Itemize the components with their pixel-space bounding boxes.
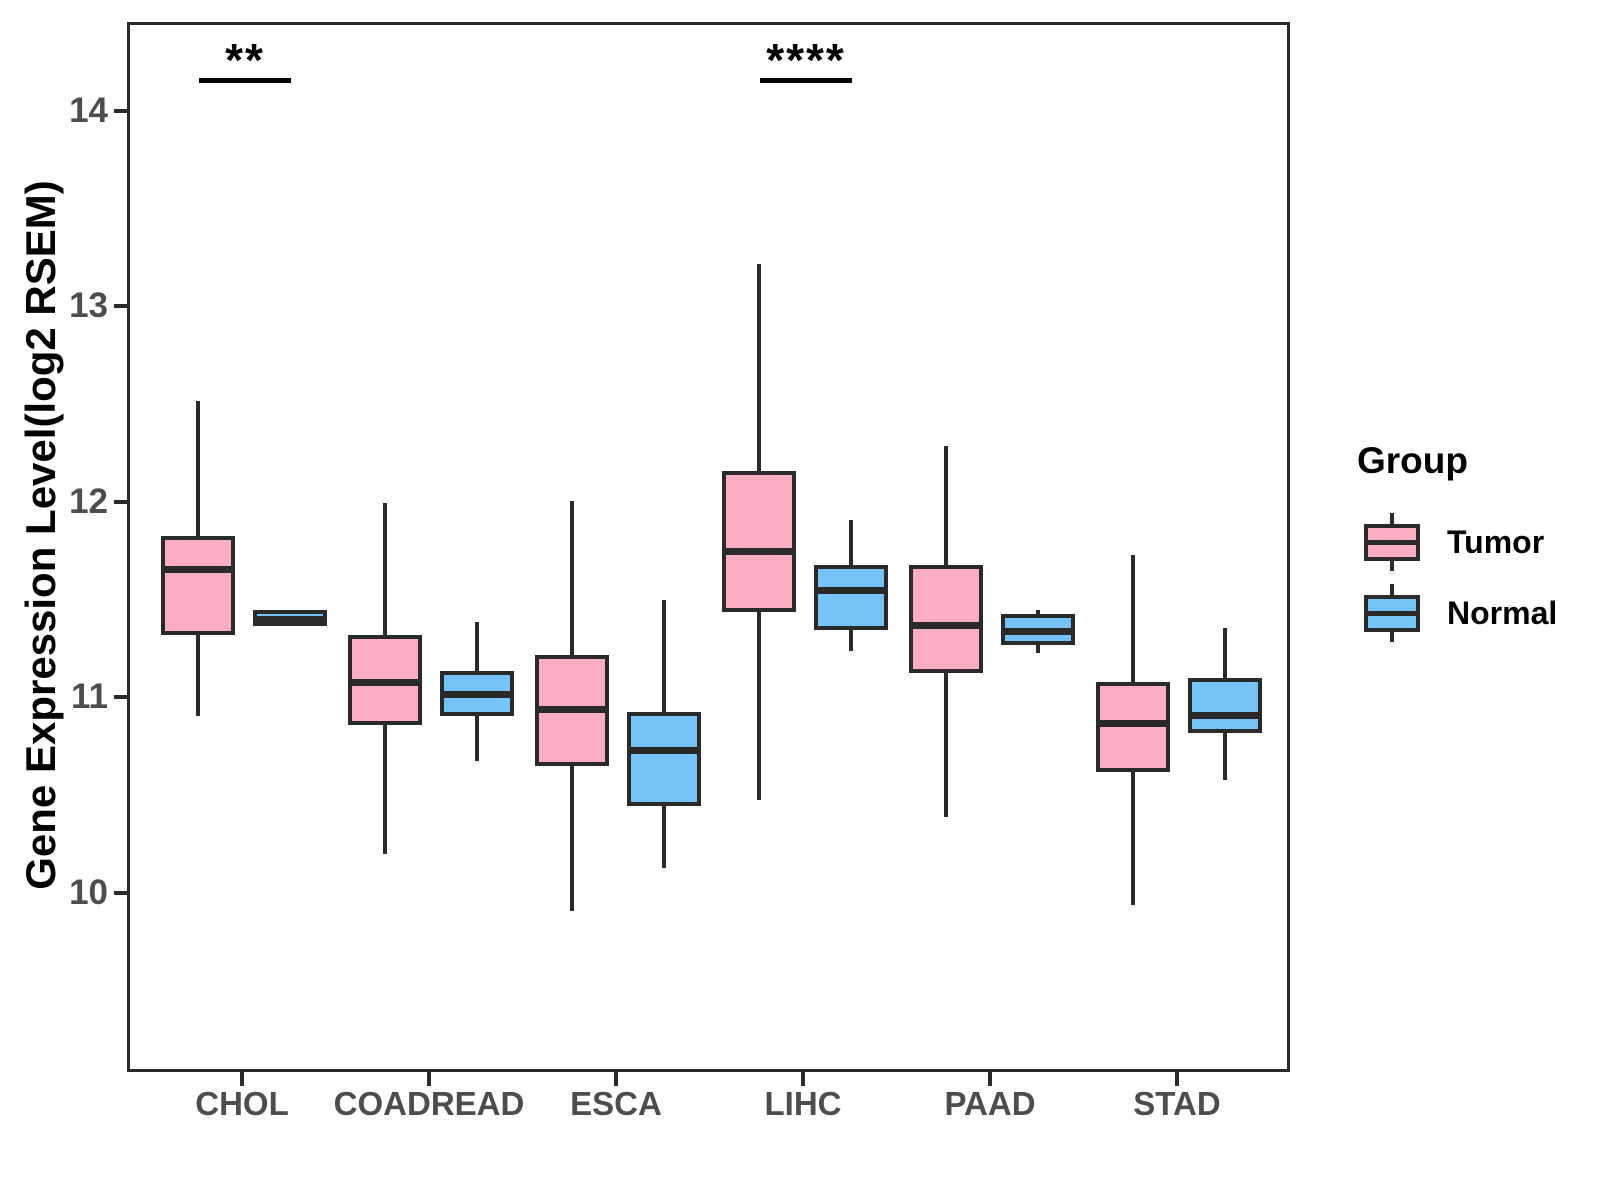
median-tumor-coadread bbox=[347, 678, 422, 686]
median-tumor-stad bbox=[1095, 719, 1170, 727]
y-tick-label: 11 bbox=[71, 677, 108, 716]
x-tick-mark bbox=[614, 1072, 618, 1086]
y-tick-label: 13 bbox=[69, 286, 108, 325]
x-tick-label-paad: PAAD bbox=[944, 1085, 1036, 1122]
box-normal-lihc bbox=[813, 565, 888, 630]
x-tick-mark bbox=[988, 1072, 992, 1086]
box-tumor-stad bbox=[1095, 682, 1170, 773]
y-tick-mark bbox=[114, 499, 127, 504]
y-tick-mark bbox=[114, 108, 127, 113]
median-tumor-esca bbox=[534, 706, 609, 714]
median-normal-paad bbox=[1000, 628, 1075, 636]
significance-label-lihc: **** bbox=[766, 34, 846, 86]
y-tick-label: 14 bbox=[69, 90, 108, 130]
y-tick-label: 12 bbox=[69, 481, 108, 521]
y-tick-mark bbox=[114, 890, 127, 895]
legend-label-normal: Normal bbox=[1447, 595, 1558, 631]
x-tick-mark bbox=[801, 1072, 805, 1086]
x-tick-label-esca: ESCA bbox=[570, 1085, 662, 1122]
legend-key-median-normal bbox=[1364, 610, 1420, 616]
box-tumor-lihc bbox=[721, 471, 796, 612]
x-tick-label-coadread: COADREAD bbox=[333, 1085, 525, 1122]
x-tick-mark bbox=[240, 1072, 244, 1086]
y-tick-mark bbox=[114, 304, 127, 308]
plot-panel: ** **** bbox=[127, 22, 1290, 1072]
legend-key-median-tumor bbox=[1364, 539, 1420, 545]
x-tick-label-stad: STAD bbox=[1133, 1085, 1221, 1122]
box-normal-esca bbox=[626, 711, 701, 806]
legend-title: Group bbox=[1357, 440, 1468, 481]
x-tick-mark bbox=[1175, 1072, 1179, 1086]
x-tick-mark bbox=[427, 1072, 431, 1086]
median-tumor-chol bbox=[160, 565, 235, 573]
significance-label-chol: ** bbox=[225, 34, 265, 86]
median-normal-lihc bbox=[813, 587, 888, 595]
box-tumor-chol bbox=[160, 535, 235, 636]
y-tick-label: 10 bbox=[69, 872, 108, 912]
median-normal-chol bbox=[252, 616, 327, 624]
median-normal-esca bbox=[626, 747, 701, 755]
significance-bar-chol bbox=[199, 78, 291, 83]
box-tumor-paad bbox=[908, 565, 983, 673]
x-tick-label-lihc: LIHC bbox=[764, 1085, 842, 1122]
median-tumor-lihc bbox=[721, 547, 796, 555]
significance-bar-lihc bbox=[760, 78, 852, 83]
median-tumor-paad bbox=[908, 622, 983, 630]
legend-label-tumor: Tumor bbox=[1447, 524, 1545, 560]
x-tick-label-chol: CHOL bbox=[195, 1085, 289, 1122]
box-normal-stad bbox=[1187, 678, 1262, 734]
median-normal-coadread bbox=[439, 690, 514, 698]
median-normal-stad bbox=[1187, 712, 1262, 720]
y-tick-mark bbox=[114, 695, 127, 699]
legend: Group Tumor Normal bbox=[1330, 440, 1600, 670]
